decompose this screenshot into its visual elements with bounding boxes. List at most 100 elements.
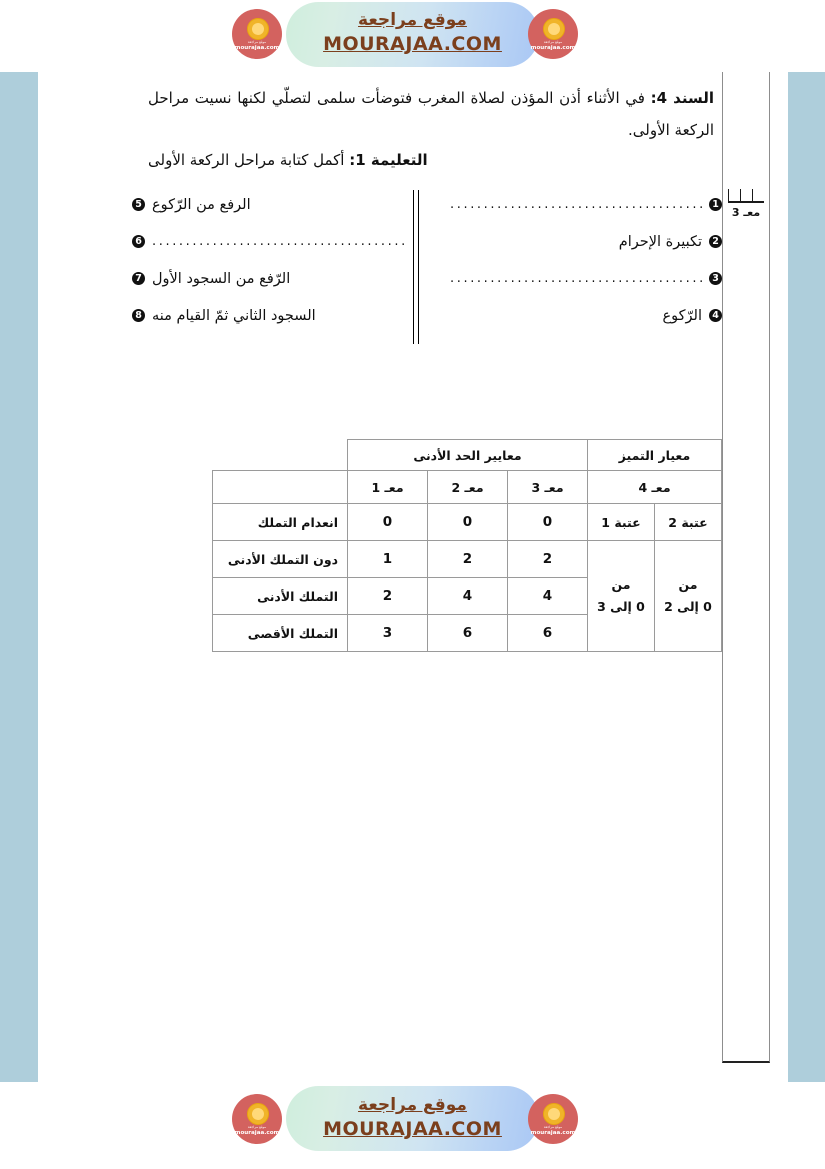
logo-emblem-icon bbox=[543, 1103, 565, 1125]
list-item: 5 الرفع من الرّكوع bbox=[132, 186, 404, 223]
cell-value: 2 bbox=[427, 540, 508, 578]
row-label: التملك الأقصى bbox=[212, 614, 348, 652]
cell-value: 2 bbox=[507, 540, 588, 578]
brand-logo-icon[interactable]: موقع مراجعة mourajaa.com bbox=[232, 9, 282, 59]
cell-value: 4 bbox=[507, 577, 588, 615]
range-line1: من bbox=[678, 577, 698, 592]
step-text: تكبيرة الإحرام bbox=[618, 233, 702, 250]
brand-logo-icon[interactable]: موقع مراجعة mourajaa.com bbox=[528, 1094, 578, 1144]
header-criterion-3: معـ 3 bbox=[507, 470, 588, 504]
logo-caption-arabic: موقع مراجعة bbox=[247, 40, 267, 44]
step-text: الرّكوع bbox=[662, 307, 703, 324]
logo-emblem-icon bbox=[247, 18, 269, 40]
brand-logo-icon[interactable]: موقع مراجعة mourajaa.com bbox=[232, 1094, 282, 1144]
column-divider bbox=[413, 190, 419, 344]
step-number-badge: 5 bbox=[132, 198, 145, 211]
header-corner-blank bbox=[213, 440, 348, 471]
source-text: في الأثناء أذن المؤذن لصلاة المغرب فتوضأ… bbox=[148, 89, 714, 139]
steps-right-column: 1 ......................................… bbox=[450, 186, 722, 334]
top-banner: موقع مراجعة MOURAJAA.COM موقع مراجعة mou… bbox=[0, 0, 825, 72]
cell-value: 4 bbox=[427, 577, 508, 615]
brand-logo-icon[interactable]: موقع مراجعة mourajaa.com bbox=[528, 9, 578, 59]
header-criterion-4: معـ 4 bbox=[587, 470, 722, 504]
instruction-paragraph: التعليمة 1: أكمل كتابة مراحل الركعة الأو… bbox=[148, 146, 714, 174]
list-item: 6 ......................................… bbox=[132, 223, 404, 260]
margin-score-box: معـ 3 bbox=[722, 67, 770, 1063]
list-item: 7 الرّفع من السجود الأول bbox=[132, 260, 404, 297]
table-row: من 0 إلى 2 من 0 إلى 3 2 2 1 دون التملك ا… bbox=[212, 540, 722, 652]
row-label: التملك الأدنى bbox=[212, 577, 348, 615]
list-item: 4 الرّكوع bbox=[450, 297, 722, 334]
brand-name-arabic: موقع مراجعة bbox=[358, 1095, 467, 1115]
cell-value: 6 bbox=[507, 614, 588, 652]
row-label: دون التملك الأدنى bbox=[212, 540, 348, 578]
table-row: 6 6 3 التملك الأقصى bbox=[212, 614, 722, 652]
excellence-range-1: من 0 إلى 3 bbox=[587, 540, 655, 652]
margin-score-label: معـ 3 bbox=[731, 206, 761, 219]
brand-name-arabic: موقع مراجعة bbox=[358, 10, 467, 30]
step-number-badge: 1 bbox=[709, 198, 722, 211]
instruction-label: التعليمة 1: bbox=[349, 151, 428, 169]
header-row-label-blank bbox=[212, 470, 348, 504]
row-label: انعدام التملك bbox=[212, 503, 348, 541]
excellence-range-2: من 0 إلى 2 bbox=[654, 540, 722, 652]
instruction-text: أكمل كتابة مراحل الركعة الأولى bbox=[148, 151, 350, 169]
header-criterion-1: معـ 1 bbox=[347, 470, 428, 504]
table-row: معيار التميز معايير الحد الأدنى bbox=[213, 439, 722, 471]
step-number-badge: 8 bbox=[132, 309, 145, 322]
range-line2: 0 إلى 3 bbox=[597, 599, 645, 614]
logo-caption-domain: mourajaa.com bbox=[234, 45, 280, 51]
step-number-badge: 4 bbox=[709, 309, 722, 322]
step-number-badge: 6 bbox=[132, 235, 145, 248]
logo-caption-domain: mourajaa.com bbox=[530, 1130, 576, 1136]
logo-emblem-icon bbox=[543, 18, 565, 40]
banner-pill bbox=[286, 1086, 539, 1151]
logo-caption-domain: mourajaa.com bbox=[530, 45, 576, 51]
list-item: 8 السجود الثاني ثمّ القيام منه bbox=[132, 297, 404, 334]
range-line2: 0 إلى 2 bbox=[664, 599, 712, 614]
brand-domain[interactable]: MOURAJAA.COM bbox=[323, 33, 502, 55]
steps-left-column: 5 الرفع من الرّكوع 6 ...................… bbox=[132, 186, 404, 334]
cell-value: 2 bbox=[347, 577, 428, 615]
step-number-badge: 3 bbox=[709, 272, 722, 285]
source-label: السند 4: bbox=[650, 89, 714, 107]
threshold-2: عتبة 2 bbox=[654, 503, 722, 541]
step-number-badge: 7 bbox=[132, 272, 145, 285]
header-minimum: معايير الحد الأدنى bbox=[347, 439, 588, 471]
banner-pill bbox=[286, 2, 539, 67]
step-text: الرّفع من السجود الأول bbox=[152, 270, 291, 287]
logo-caption-arabic: موقع مراجعة bbox=[247, 1125, 267, 1129]
step-number-badge: 2 bbox=[709, 235, 722, 248]
step-text[interactable]: ........................................… bbox=[450, 271, 702, 286]
banner-text: موقع مراجعة MOURAJAA.COM bbox=[286, 1093, 539, 1142]
document-page: معـ 3 السند 4: في الأثناء أذن المؤذن لصل… bbox=[38, 28, 788, 1094]
list-item: 1 ......................................… bbox=[450, 186, 722, 223]
list-item: 2 تكبيرة الإحرام bbox=[450, 223, 722, 260]
cell-value: 1 bbox=[347, 540, 428, 578]
cell-value: 3 bbox=[347, 614, 428, 652]
brand-domain[interactable]: MOURAJAA.COM bbox=[323, 1118, 502, 1140]
cell-value: 6 bbox=[427, 614, 508, 652]
range-line1: من bbox=[611, 577, 631, 592]
header-criterion-2: معـ 2 bbox=[427, 470, 508, 504]
cell-value: 0 bbox=[347, 503, 428, 541]
table-row: 4 4 2 التملك الأدنى bbox=[212, 577, 722, 615]
margin-tick-marks bbox=[728, 189, 764, 203]
threshold-1: عتبة 1 bbox=[587, 503, 655, 541]
logo-caption-arabic: موقع مراجعة bbox=[543, 40, 563, 44]
bottom-banner: موقع مراجعة MOURAJAA.COM موقع مراجعة mou… bbox=[0, 1082, 825, 1169]
table-row: عتبة 2 عتبة 1 0 0 0 انعدام التملك bbox=[212, 503, 722, 541]
step-text: الرفع من الرّكوع bbox=[152, 196, 251, 213]
step-text[interactable]: ........................................… bbox=[450, 197, 702, 212]
grading-table: معيار التميز معايير الحد الأدنى معـ 4 مع… bbox=[212, 439, 722, 652]
logo-emblem-icon bbox=[247, 1103, 269, 1125]
banner-text: موقع مراجعة MOURAJAA.COM bbox=[286, 8, 539, 57]
list-item: 3 ......................................… bbox=[450, 260, 722, 297]
logo-caption-arabic: موقع مراجعة bbox=[543, 1125, 563, 1129]
table-row: معـ 4 معـ 3 معـ 2 معـ 1 bbox=[212, 470, 722, 504]
logo-caption-domain: mourajaa.com bbox=[234, 1130, 280, 1136]
steps-list: 1 ......................................… bbox=[132, 186, 722, 346]
cell-value: 0 bbox=[427, 503, 508, 541]
cell-value: 0 bbox=[507, 503, 588, 541]
step-text[interactable]: ........................................… bbox=[152, 234, 404, 249]
